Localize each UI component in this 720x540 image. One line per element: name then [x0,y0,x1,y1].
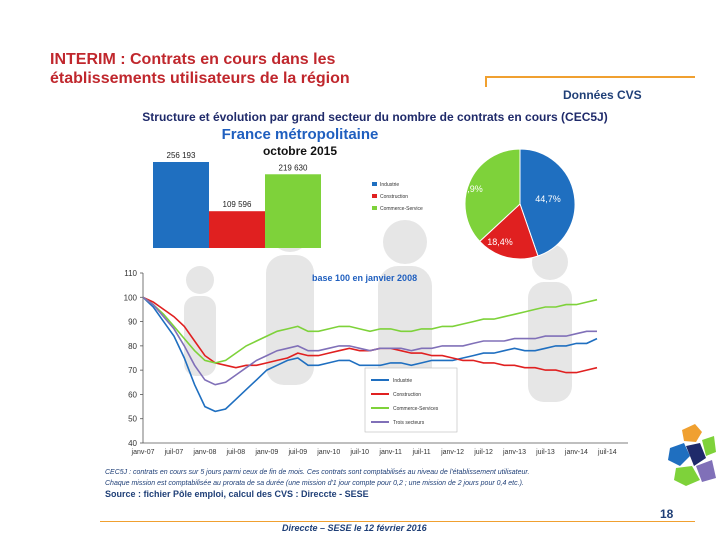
pie-slice-label: 18,4% [487,237,513,247]
pie-slice-3 [464,148,521,243]
cvs-label: Données CVS [563,88,642,102]
pie-slice-2 [478,203,539,260]
line-legend-label: Construction [393,392,421,398]
chart-title: Structure et évolution par grand secteur… [142,110,608,124]
series-line-4 [142,296,597,386]
line-chart: 40 50 60 70 80 90 100 110 janv-07 juil-07 janv-08 j… [124,269,628,456]
accent-rule-vertical [485,76,487,87]
pie-chart: 44,7% 18,4% 36,9% [457,148,576,260]
legend-label: Industrie [380,182,399,188]
chart-annotation: base 100 en janvier 2008 [312,273,417,283]
map-region-west [668,443,690,466]
bar-value-label: 256 193 [167,151,196,160]
line-legend-label: Trois secteurs [393,420,425,426]
legend-swatch [372,182,377,186]
map-region-south [674,466,700,486]
bar-value-label: 109 596 [223,200,252,209]
map-region-center [686,443,706,466]
silhouette-head [186,266,214,294]
map-region-east [702,436,716,456]
pie-slice-1 [519,148,576,257]
bar-chart: 256 193 109 596 219 630 Industrie Constructi… [153,151,423,248]
legend-label: Construction [380,194,408,200]
page-number: 18 [660,507,674,521]
pie-slice-label: 36,9% [457,184,483,194]
footnote-line-2: Chaque mission est comptabilisée au pror… [105,480,524,487]
source-line: Source : fichier Pôle emploi, calcul des… [105,489,369,499]
x-tick-label: juil-11 [412,449,431,456]
y-tick-label: 80 [128,342,137,351]
x-tick-label: juil-10 [349,449,369,456]
y-tick-label: 90 [128,318,137,327]
legend-swatch [372,206,377,210]
silhouette-body [184,296,216,376]
pie-slice-label: 44,7% [535,194,561,204]
footer-rule [100,521,695,522]
x-tick-label: juil-13 [535,449,555,456]
y-tick-label: 60 [128,390,137,399]
x-tick-label: juil-08 [226,449,246,456]
map-region-north [682,424,702,442]
legend-label: Commerce-Service [380,206,423,212]
regions-map-logo [668,424,716,486]
accent-rule-horizontal [485,76,695,78]
line-legend-label: Industrie [393,378,412,384]
x-tick-label: juil-07 [164,449,184,456]
bar-2 [209,211,265,248]
silhouette-head [383,220,427,264]
chart-period: octobre 2015 [262,144,338,158]
x-tick-label: juil-14 [597,449,617,456]
x-tick-label: janv-09 [254,449,278,456]
bar-3 [265,174,321,248]
x-tick-label: janv-10 [316,449,340,456]
x-tick-label: janv-07 [131,449,155,456]
y-tick-label: 40 [128,439,137,448]
line-legend-label: Commerce-Services [393,406,439,412]
bar-value-label: 219 630 [279,163,308,172]
x-tick-label: janv-12 [440,449,464,456]
page-title: INTERIM : Contrats en cours dans les éta… [50,51,350,87]
x-tick-label: juil-09 [287,449,307,456]
bar-1 [153,162,209,248]
y-tick-label: 110 [124,269,137,278]
x-tick-label: juil-12 [473,449,493,456]
map-region-southeast [696,460,716,482]
chart-region: France métropolitaine [221,126,379,143]
legend-swatch [372,194,377,198]
footer-note: Direccte – SESE le 12 février 2016 [282,523,427,533]
silhouette-body [266,255,314,385]
footnote-line-1: CEC5J : contrats en cours sur 5 jours pa… [105,469,530,476]
y-tick-label: 70 [128,366,137,375]
x-tick-label: janv-11 [378,449,402,456]
y-tick-label: 50 [128,415,137,424]
x-tick-label: janv-13 [502,449,526,456]
silhouette-body [528,282,572,402]
y-tick-label: 100 [124,293,138,302]
series-line-1 [142,296,598,413]
x-tick-label: janv-08 [192,449,216,456]
x-tick-label: janv-14 [564,449,588,456]
series-line-3 [142,296,598,364]
